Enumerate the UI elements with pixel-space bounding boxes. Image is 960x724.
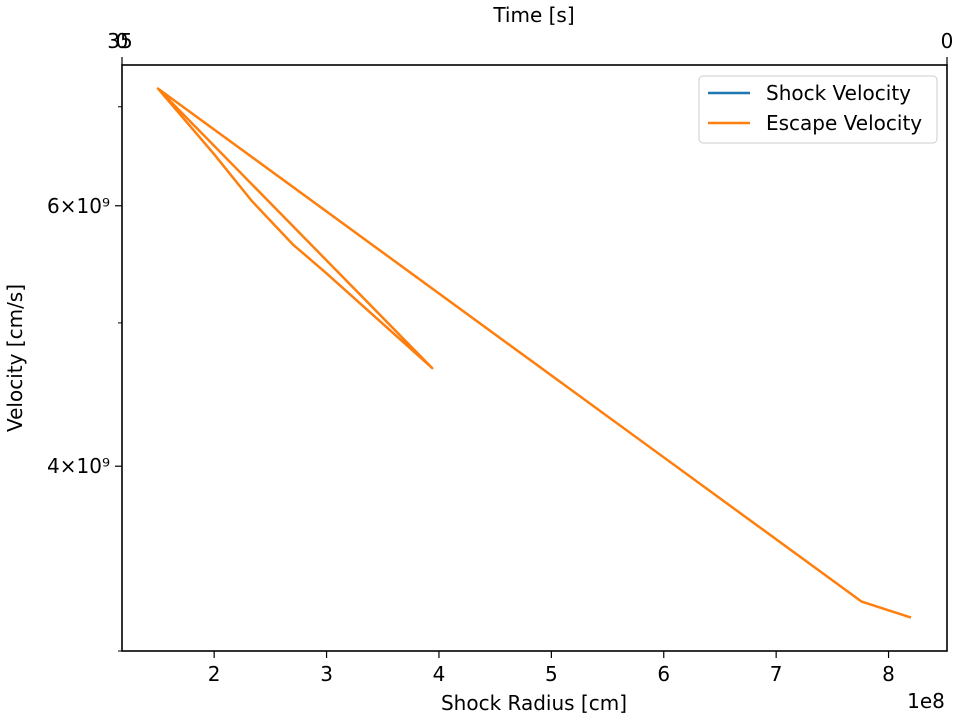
x-tick-label-6: 6: [657, 662, 670, 686]
legend-label-escape-velocity: Escape Velocity: [766, 111, 922, 135]
top-tick-label-left-b: 0: [116, 29, 129, 53]
top-tick-label-left-a: 35: [107, 29, 132, 53]
x-tick-label-4: 4: [433, 662, 446, 686]
x-tick-label-8: 8: [882, 662, 895, 686]
y-tick-label-0: 4×10⁹: [47, 454, 110, 478]
legend-label-shock-velocity: Shock Velocity: [766, 81, 911, 105]
top-axis-label: Time [s]: [492, 3, 574, 27]
x-tick-label-7: 7: [770, 662, 783, 686]
series-line-escape-velocity: [156, 87, 912, 619]
legend: Shock Velocity Escape Velocity: [698, 75, 938, 144]
x-tick-label-2: 2: [208, 662, 221, 686]
x-axis-ticks: 2 3 4 5 6 7 8: [208, 651, 895, 686]
y-tick-label-1: 6×10⁹: [47, 194, 110, 218]
series-layer: [156, 87, 912, 619]
y-axis-ticks: 4×10⁹ 6×10⁹: [47, 106, 122, 652]
y-axis-label: Velocity [cm/s]: [3, 284, 27, 432]
legend-box: [698, 75, 938, 144]
x-axis-label: Shock Radius [cm]: [441, 691, 627, 715]
x-tick-label-3: 3: [320, 662, 333, 686]
plot-frame: [121, 64, 948, 652]
x-axis-offset-label: 1e8: [907, 689, 945, 713]
x-tick-label-5: 5: [545, 662, 558, 686]
top-tick-label-right: 0: [941, 29, 954, 53]
